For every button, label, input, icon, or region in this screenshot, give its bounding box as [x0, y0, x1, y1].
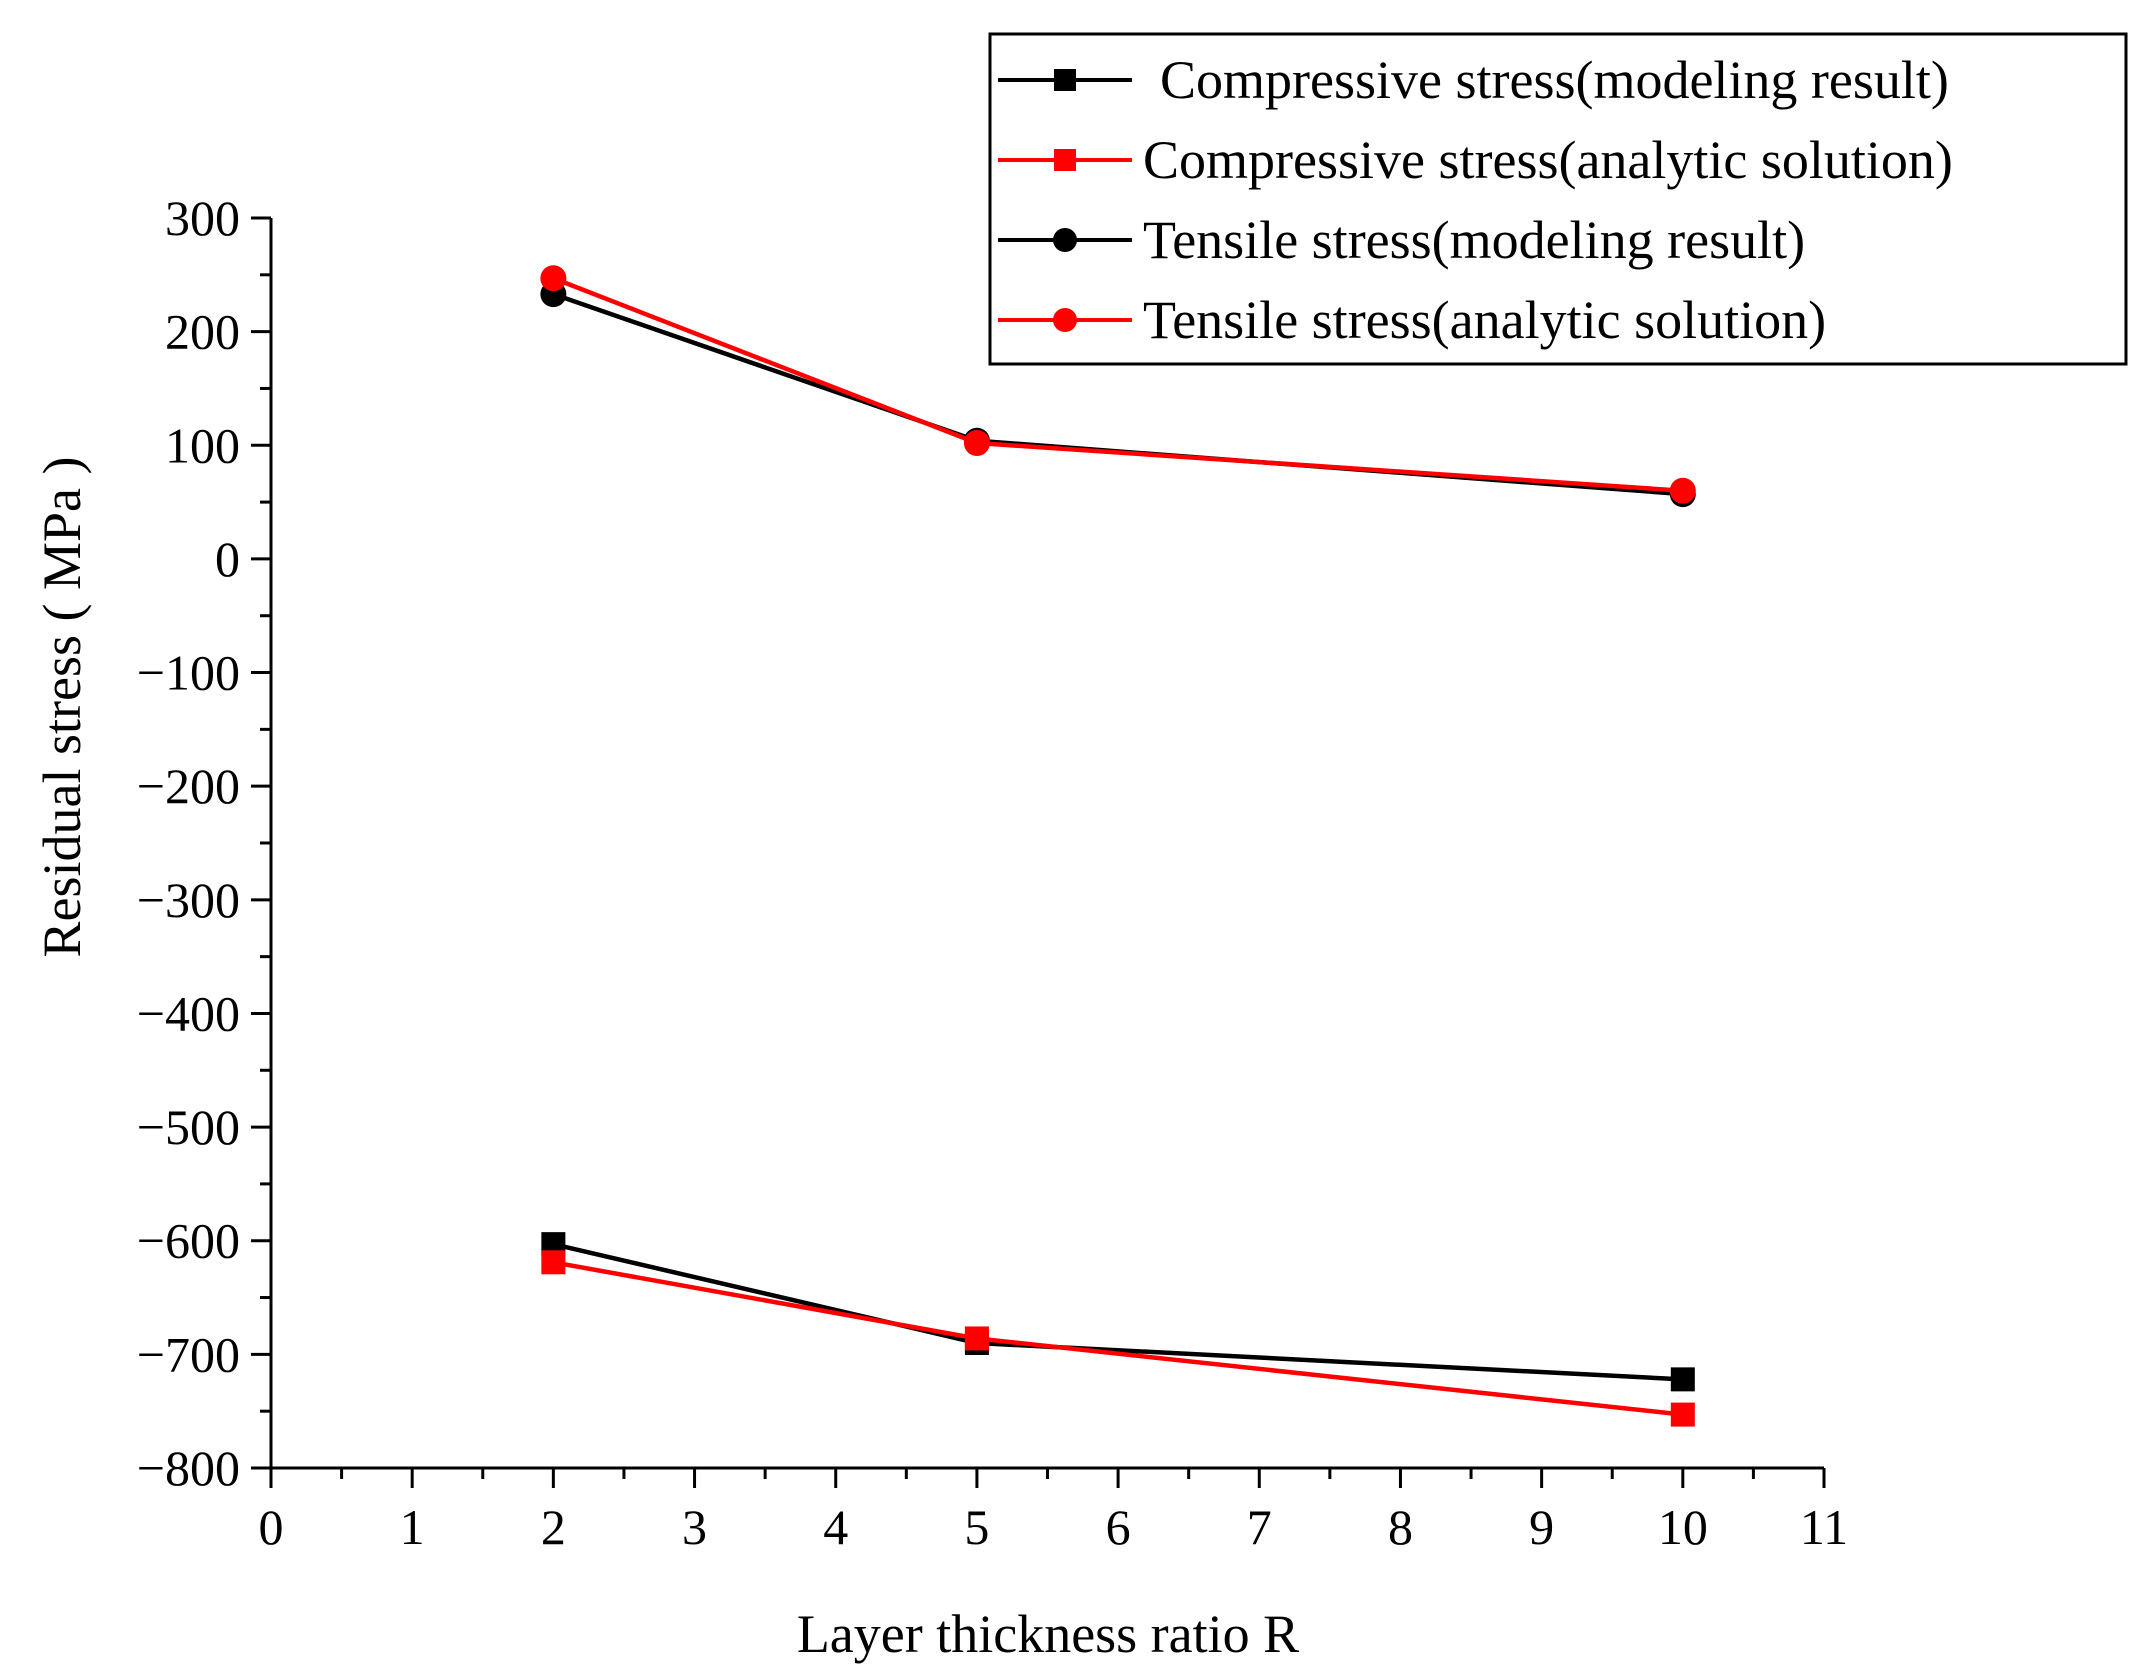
legend-entry-compressive-analytic: Compressive stress(analytic solution) [998, 130, 1953, 190]
series-layer [540, 265, 1696, 1427]
x-tick-label: 10 [1658, 1499, 1708, 1555]
x-tick-label: 7 [1247, 1499, 1272, 1555]
data-point-compressive-analytic [1670, 1402, 1695, 1427]
data-point-compressive-analytic [964, 1326, 989, 1351]
y-tick-label: −600 [137, 1213, 240, 1269]
y-tick-label: −100 [137, 645, 240, 701]
y-tick-label: −500 [137, 1099, 240, 1155]
legend-entry-compressive-modeling: Compressive stress(modeling result) [998, 50, 1949, 110]
y-tick-label: −800 [137, 1440, 240, 1496]
legend-label-compressive-modeling: Compressive stress(modeling result) [1160, 50, 1949, 110]
x-tick-label: 4 [823, 1499, 848, 1555]
x-axis-title: Layer thickness ratio R [797, 1604, 1299, 1664]
legend: Compressive stress(modeling result) Comp… [988, 32, 2128, 366]
x-tick-label: 8 [1388, 1499, 1413, 1555]
legend-circle-marker [1053, 228, 1077, 252]
legend-square-marker [1054, 149, 1076, 171]
y-tick-label: 100 [165, 417, 240, 473]
legend-square-marker [1054, 69, 1076, 91]
data-point-tensile-analytic [540, 265, 567, 292]
legend-label-tensile-modeling: Tensile stress(modeling result) [1143, 210, 1805, 270]
data-point-tensile-analytic [963, 430, 990, 456]
y-tick-label: −400 [137, 985, 240, 1041]
y-tick-label: −700 [137, 1326, 240, 1382]
x-tick-label: 0 [259, 1499, 284, 1555]
y-tick-label: −300 [137, 872, 240, 928]
series-line-compressive-modeling [552, 1241, 1683, 1382]
legend-entry-tensile-analytic: Tensile stress(analytic solution) [998, 290, 1826, 350]
x-tick-label: 6 [1106, 1499, 1131, 1555]
data-point-tensile-analytic [1669, 477, 1696, 504]
data-point-compressive-modeling [1670, 1367, 1695, 1392]
legend-entry-tensile-modeling: Tensile stress(modeling result) [998, 210, 1805, 270]
y-tick-label: 0 [215, 531, 240, 587]
legend-label-compressive-analytic: Compressive stress(analytic solution) [1143, 130, 1953, 190]
axes: 0 1 2 3 4 5 6 7 8 9 10 11 300 200 100 0 −100 −200 −300 −400… [137, 190, 1848, 1555]
x-tick-label: 3 [682, 1499, 707, 1555]
y-axis-title: Residual stress ( MPa ) [32, 457, 92, 958]
legend-circle-marker [1053, 308, 1077, 332]
y-tick-label: 200 [165, 304, 240, 360]
x-tick-label: 9 [1529, 1499, 1554, 1555]
x-tick-label: 5 [964, 1499, 989, 1555]
data-point-compressive-analytic [541, 1250, 566, 1275]
y-tick-label: −200 [137, 758, 240, 814]
x-tick-label: 2 [541, 1499, 566, 1555]
legend-label-tensile-analytic: Tensile stress(analytic solution) [1143, 290, 1826, 350]
y-tick-label: 300 [165, 190, 240, 246]
x-tick-label: 1 [400, 1499, 425, 1555]
x-tick-label: 11 [1800, 1499, 1848, 1555]
legend-box [988, 32, 2128, 366]
